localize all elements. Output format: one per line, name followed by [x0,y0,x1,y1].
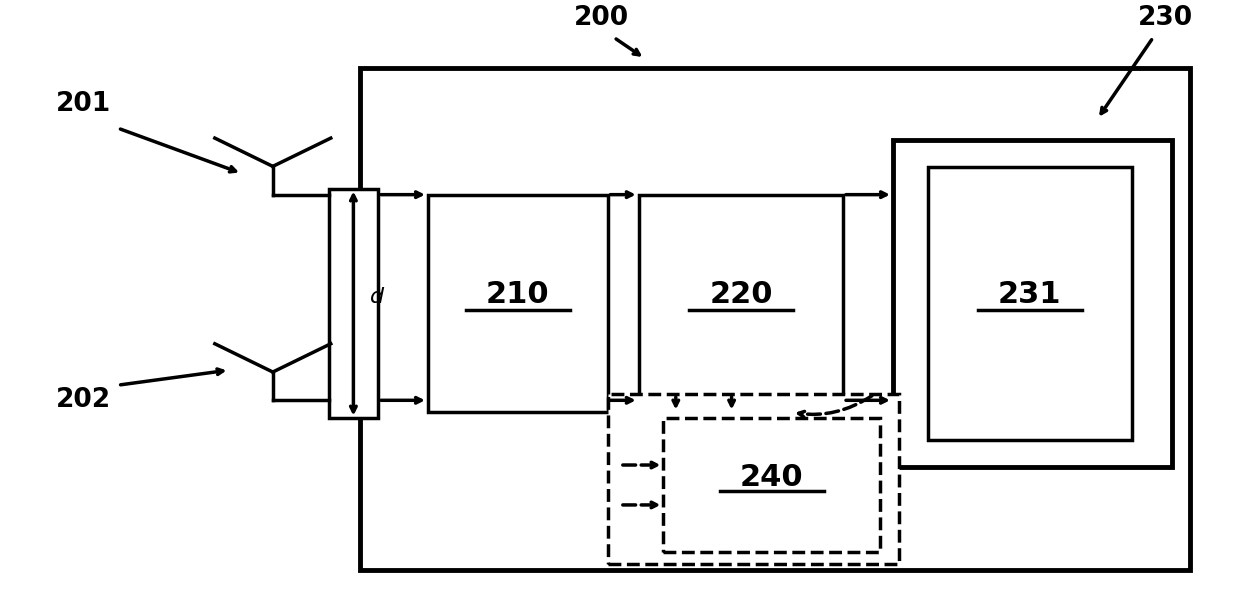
Bar [329,188,378,419]
Bar [639,195,843,412]
Text: 231: 231 [998,280,1061,309]
Text: 210: 210 [486,280,549,309]
Bar [360,68,1190,570]
Text: d: d [370,288,383,307]
Text: 230: 230 [1138,6,1193,31]
Text: 202: 202 [56,387,110,413]
Bar [608,394,899,564]
Bar [428,195,608,412]
Bar [893,140,1172,467]
Bar [928,168,1132,439]
Text: 240: 240 [740,463,804,492]
Bar [663,419,880,551]
Text: 220: 220 [709,280,773,309]
Text: 200: 200 [574,6,629,31]
Text: 201: 201 [56,91,112,117]
